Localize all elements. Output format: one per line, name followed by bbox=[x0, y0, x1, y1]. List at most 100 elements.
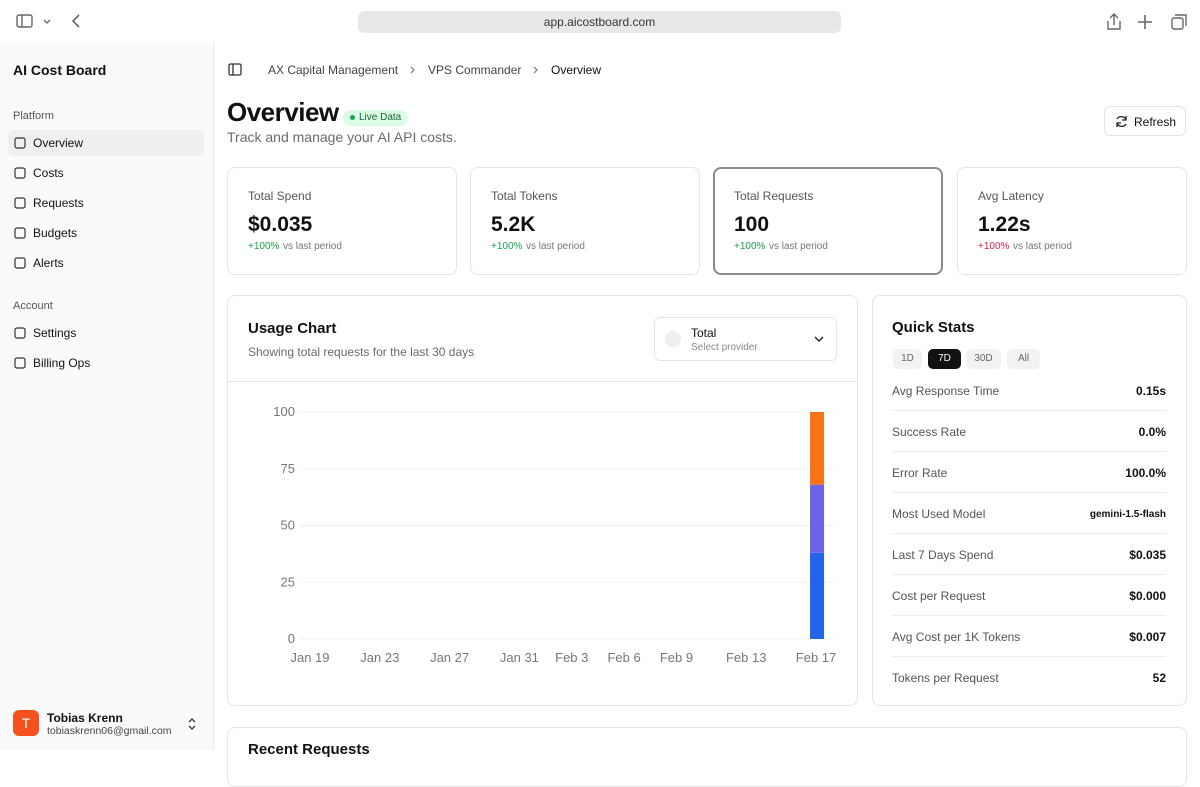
row-divider bbox=[892, 615, 1166, 616]
live-dot bbox=[350, 115, 355, 120]
bar-segment bbox=[810, 412, 825, 485]
stat-value: 5.2K bbox=[491, 213, 536, 236]
row-divider bbox=[892, 492, 1166, 493]
page-subtitle: Track and manage your AI API costs. bbox=[227, 129, 457, 145]
refresh-icon bbox=[1116, 115, 1127, 128]
user-avatar: T bbox=[13, 710, 39, 736]
x-tick-label: Feb 17 bbox=[796, 650, 836, 665]
breadcrumb-item[interactable]: Overview bbox=[551, 63, 602, 77]
nav-icon bbox=[14, 357, 26, 369]
badge-text: Live Data bbox=[359, 112, 402, 123]
sidebar bbox=[0, 44, 214, 750]
sidebar-toggle[interactable] bbox=[228, 63, 242, 77]
divider bbox=[228, 381, 857, 382]
x-tick-label: Jan 23 bbox=[360, 650, 399, 665]
chevron bbox=[814, 336, 824, 342]
usage-chart: 0 25 50 75 100 Jan 19 Jan 23 Jan 27 Jan 31 Feb 3 F… bbox=[273, 404, 836, 665]
url-text: app.aicostboard.com bbox=[543, 15, 656, 29]
stat-row-label: Last 7 Days Spend bbox=[892, 548, 994, 562]
range-tab[interactable]: All bbox=[1007, 349, 1040, 369]
refresh-label: Refresh bbox=[1134, 115, 1177, 129]
stat-row-label: Cost per Request bbox=[892, 589, 986, 603]
y-tick-label: 25 bbox=[281, 574, 295, 589]
stat-card[interactable] bbox=[713, 167, 943, 275]
stat-row-value: $0.000 bbox=[1129, 589, 1166, 603]
nav-item[interactable]: Settings bbox=[33, 326, 77, 340]
row-divider bbox=[892, 656, 1166, 657]
browser-controls[interactable] bbox=[14, 12, 84, 32]
stat-row-label: Most Used Model bbox=[892, 507, 986, 521]
chevron bbox=[533, 66, 538, 74]
bar-segment bbox=[810, 552, 825, 639]
row-divider bbox=[892, 410, 1166, 411]
user-menu-toggle[interactable] bbox=[186, 716, 198, 732]
stat-row-label: Tokens per Request bbox=[892, 671, 999, 685]
icon-shape bbox=[14, 137, 26, 149]
icon-shape bbox=[14, 357, 26, 369]
nav-item[interactable]: Alerts bbox=[33, 256, 64, 270]
stat-change: +100% bbox=[491, 241, 523, 252]
stat-value: 100 bbox=[734, 213, 770, 236]
stat-label: Total Spend bbox=[248, 189, 312, 203]
y-tick-label: 75 bbox=[281, 461, 295, 476]
icon-shape bbox=[14, 227, 26, 239]
stat-note: vs last period bbox=[526, 241, 585, 252]
chart-subtitle: Showing total requests for the last 30 d… bbox=[248, 345, 475, 359]
stat-row-label: Success Rate bbox=[892, 425, 967, 439]
stat-value: 1.22s bbox=[978, 213, 1031, 236]
x-tick-label: Jan 27 bbox=[430, 650, 469, 665]
stat-row-value: gemini-1.5-flash bbox=[1089, 509, 1166, 520]
user-email: tobiaskrenn06@gmail.com bbox=[47, 725, 172, 737]
refresh-button[interactable]: Refresh bbox=[1104, 106, 1186, 136]
stat-note: vs last period bbox=[769, 241, 828, 252]
breadcrumb-item[interactable]: AX Capital Management bbox=[268, 63, 399, 77]
breadcrumb-separator bbox=[533, 66, 538, 74]
recent-requests-card bbox=[227, 727, 1187, 787]
breadcrumb-separator bbox=[410, 66, 415, 74]
nav-section-label: Platform bbox=[13, 110, 54, 122]
provider-icon bbox=[665, 331, 681, 347]
range-tab[interactable]: 7D bbox=[928, 349, 961, 369]
nav-item[interactable]: Requests bbox=[33, 196, 84, 210]
icon-shape bbox=[14, 327, 26, 339]
stat-value: $0.035 bbox=[248, 213, 313, 236]
user-name: Tobias Krenn bbox=[47, 711, 123, 725]
url-bar[interactable] bbox=[358, 11, 841, 33]
nav-item[interactable]: Billing Ops bbox=[33, 356, 91, 370]
range-tab[interactable]: 1D bbox=[893, 349, 922, 369]
y-tick-label: 50 bbox=[281, 518, 295, 533]
x-tick-label: Jan 19 bbox=[290, 650, 329, 665]
nav-section-label: Account bbox=[13, 300, 53, 312]
row-divider bbox=[892, 451, 1166, 452]
provider-sublabel: Select provider bbox=[691, 342, 758, 353]
breadcrumb-item[interactable]: VPS Commander bbox=[428, 63, 522, 77]
stat-row-label: Avg Cost per 1K Tokens bbox=[892, 630, 1021, 644]
live-badge: Live Data bbox=[343, 110, 409, 126]
icon-shape bbox=[14, 257, 26, 269]
row-divider bbox=[892, 533, 1166, 534]
stat-note: vs last period bbox=[1013, 241, 1072, 252]
nav-item[interactable]: Costs bbox=[33, 166, 64, 180]
stat-row-label: Error Rate bbox=[892, 466, 948, 480]
x-tick-label: Feb 13 bbox=[726, 650, 766, 665]
chart-title: Usage Chart bbox=[248, 320, 337, 337]
browser-actions[interactable] bbox=[1100, 10, 1190, 34]
stat-change: +100% bbox=[978, 241, 1010, 252]
stat-change: +100% bbox=[248, 241, 280, 252]
x-tick-label: Feb 6 bbox=[607, 650, 640, 665]
row-divider bbox=[892, 574, 1166, 575]
bar-segment bbox=[810, 484, 825, 553]
provider-select[interactable]: Total Select provider bbox=[654, 317, 837, 361]
x-tick-label: Feb 3 bbox=[555, 650, 588, 665]
stat-row-value: $0.007 bbox=[1129, 630, 1166, 644]
nav-item[interactable]: Overview bbox=[33, 136, 84, 150]
page-title: Overview bbox=[227, 97, 339, 127]
stat-row-label: Avg Response Time bbox=[892, 384, 1000, 398]
range-tab[interactable]: 30D bbox=[966, 349, 1001, 369]
stat-card bbox=[227, 167, 457, 275]
provider-label: Total bbox=[691, 326, 717, 340]
nav-icon bbox=[14, 257, 26, 269]
nav-icon bbox=[14, 327, 26, 339]
stat-row-value: $0.035 bbox=[1129, 548, 1166, 562]
nav-item[interactable]: Budgets bbox=[33, 226, 78, 240]
